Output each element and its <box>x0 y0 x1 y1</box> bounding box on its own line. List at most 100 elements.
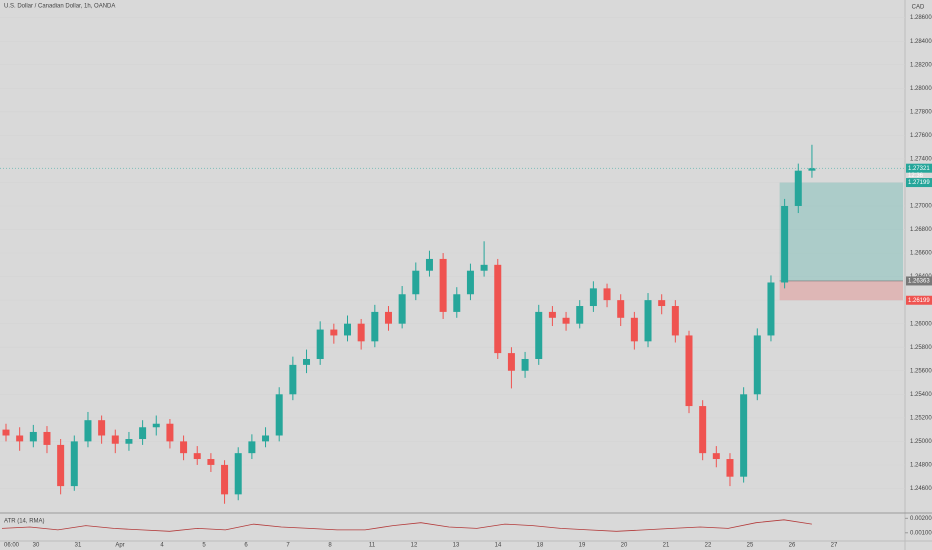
candle-body <box>685 335 693 407</box>
x-tick-label: 13 <box>453 543 460 549</box>
candle-body <box>316 329 324 359</box>
last-price-label: 1.27321 <box>908 166 930 172</box>
y-tick-label: 1.28400 <box>910 39 932 45</box>
candle-body <box>630 317 638 342</box>
candle-body <box>453 294 461 312</box>
target-price-label-bg <box>906 178 932 188</box>
candle-body <box>658 300 666 307</box>
candle-body <box>425 258 433 271</box>
candle-body <box>152 423 160 428</box>
candle-body <box>412 270 420 295</box>
y-tick-label: 1.24600 <box>910 486 932 492</box>
candle-body <box>439 258 447 312</box>
x-tick-label: 21 <box>663 543 670 549</box>
x-tick-label: 6 <box>244 543 248 549</box>
y-tick-label: 1.28200 <box>910 62 932 68</box>
candle-body <box>548 311 556 318</box>
candle-body <box>521 358 529 371</box>
last-price-label-bg <box>906 163 932 173</box>
x-tick-label: 26 <box>789 543 796 549</box>
candle-body <box>712 453 720 460</box>
currency-label: CAD <box>912 5 925 11</box>
y-tick-label: 1.25600 <box>910 368 932 374</box>
x-tick-label: 11 <box>369 543 376 549</box>
candle-body <box>466 270 474 295</box>
candle-body <box>111 435 119 444</box>
candle-body <box>166 423 174 442</box>
candle-body <box>480 264 488 271</box>
candle-body <box>29 431 37 442</box>
candle-body <box>371 311 379 342</box>
chart-title: U.S. Dollar / Canadian Dollar, 1h, OANDA <box>4 4 115 10</box>
indicator-tick-label: 0.00200 <box>910 516 932 522</box>
y-tick-label: 1.27800 <box>910 109 932 115</box>
y-tick-label: 1.25400 <box>910 392 932 398</box>
x-tick-label: 27 <box>831 543 838 549</box>
candle-body <box>384 311 392 324</box>
stop-price-label-bg <box>906 295 932 305</box>
candle-body <box>262 435 270 442</box>
candle-body <box>644 300 652 342</box>
candle-body <box>125 439 133 444</box>
y-tick-label: 1.27000 <box>910 204 932 210</box>
candle-body <box>84 420 92 442</box>
indicator-tick-label: 0.00100 <box>910 530 932 536</box>
x-tick-label: 20 <box>621 543 628 549</box>
target-price-label: 1.27199 <box>908 180 930 186</box>
entry-price-label-bg <box>906 276 932 286</box>
candle-body <box>207 459 215 465</box>
x-tick-label: 5 <box>202 543 206 549</box>
indicator-label: ATR (14, RMA) <box>4 519 45 525</box>
candle-body <box>357 323 365 342</box>
candle-body <box>753 335 761 395</box>
x-tick-label: Apr <box>115 543 124 549</box>
x-tick-label: 31 <box>75 543 82 549</box>
candle-body <box>234 453 242 495</box>
candle-body <box>562 317 570 324</box>
atr-line <box>1 519 812 532</box>
candle-body <box>535 311 543 359</box>
candle-body <box>507 353 515 371</box>
candle-body <box>576 306 584 324</box>
x-tick-label: 14 <box>495 543 502 549</box>
candle-body <box>794 170 802 206</box>
candle-body <box>2 429 10 436</box>
candle-body <box>139 427 147 440</box>
candle-body <box>43 431 51 445</box>
candle-body <box>589 288 597 307</box>
y-tick-label: 1.28600 <box>910 15 932 21</box>
countdown-label: 12:36 <box>908 173 924 179</box>
x-tick-label: 19 <box>579 543 586 549</box>
x-tick-label: 30 <box>33 543 40 549</box>
y-tick-label: 1.25200 <box>910 415 932 421</box>
candle-body <box>180 441 188 454</box>
candle-body <box>275 394 283 436</box>
candle-body <box>740 394 748 477</box>
candle-body <box>494 264 502 354</box>
y-tick-label: 1.26800 <box>910 227 932 233</box>
candle-body <box>344 323 351 336</box>
candle-body <box>289 364 297 395</box>
candle-body <box>398 294 406 324</box>
candle-body <box>248 441 256 454</box>
candle-body <box>671 306 679 336</box>
candle-body <box>16 435 24 442</box>
y-tick-label: 1.25800 <box>910 345 932 351</box>
y-tick-label: 1.27600 <box>910 133 932 139</box>
y-tick-label: 1.28000 <box>910 86 932 92</box>
candle-body <box>193 453 201 460</box>
x-tick-label: 7 <box>286 543 290 549</box>
candle-body <box>330 329 338 336</box>
candle-body <box>98 420 106 436</box>
x-tick-label: 22 <box>705 543 712 549</box>
candle-body <box>57 444 65 487</box>
y-tick-label: 1.25000 <box>910 439 932 445</box>
x-tick-label: 06:00 <box>4 543 20 549</box>
candle-body <box>303 358 311 365</box>
candle-body <box>781 205 789 283</box>
candle-body <box>808 168 816 171</box>
entry-price-label: 1.26363 <box>908 279 930 285</box>
candle-body <box>221 464 229 495</box>
y-tick-label: 1.24800 <box>910 462 932 468</box>
